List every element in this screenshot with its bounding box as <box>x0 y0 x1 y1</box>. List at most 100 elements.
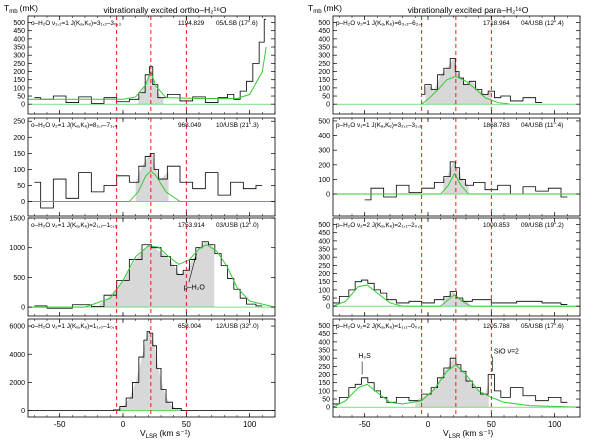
y-tick-label: 300 <box>318 148 330 155</box>
panel-frame <box>27 15 276 115</box>
transition-label: o–H₂O ν₂=1 J(Kₐ,Kₑ)=1₁,₀–1₀,₁ <box>31 323 117 330</box>
line-annotation: H₂S <box>358 353 371 360</box>
y-tick-label: 0 <box>21 305 25 312</box>
emission-fill-area <box>425 58 492 105</box>
line-annotation: p–H₂O <box>184 284 206 291</box>
y-tick-label: 350 <box>318 348 330 355</box>
emission-fill-area <box>116 331 184 411</box>
panel-plot-area <box>28 319 275 417</box>
y-tick-label: 0 <box>326 102 330 109</box>
y-tick-label: 400 <box>318 36 330 43</box>
y-tick-label: 500 <box>318 222 330 229</box>
y-tick-label: 450 <box>318 331 330 338</box>
transition-label: p–H₂O ν₂=2 J(Kₐ,Kₑ)=2₁,₁–2₀,₂ <box>336 222 422 229</box>
y-tick-label: 450 <box>13 28 25 35</box>
receiver-info-label: 03/USB (12″.0) <box>216 222 259 229</box>
y-tick-label: 200 <box>318 162 330 169</box>
y-tick-label: 0 <box>326 304 330 311</box>
y-tick-label: 400 <box>13 36 25 43</box>
y-tick-label: 100 <box>318 287 330 294</box>
frequency-label: 1194.829 <box>178 20 205 27</box>
left-y-unit: Tmb (mK) <box>4 3 38 15</box>
y-tick-label: 150 <box>318 279 330 286</box>
panel-l2: 0 50 100 150 200 250 o–H₂O ν₂=1 J(Kₐ,Kₑ)=8₂,₇–… <box>13 117 276 217</box>
y-tick-label: 300 <box>318 356 330 363</box>
panel-plot-area <box>28 218 275 316</box>
spectrum-line <box>364 161 568 201</box>
frequency-label: 1718.964 <box>483 20 510 27</box>
y-tick-label: 150 <box>318 77 330 84</box>
x-tick-label: -50 <box>359 420 371 429</box>
panel-frame <box>27 318 276 418</box>
fit-curve <box>28 170 275 203</box>
panel-frame <box>332 217 581 317</box>
panel-l3: 0 500 1000 1500 o–H₂O ν₂=1 J(Kₐ,Kₑ)=2₁,₂–1₀,… <box>9 216 276 317</box>
line-annotation: SiO ν=2 <box>494 348 519 355</box>
transition-label: o–H₂O ν₁,₂=1 J(Kₐ,Kₑ)=3₁,₂–3₀,₃ <box>31 20 121 27</box>
emission-fill-area <box>138 66 164 105</box>
fit-curve <box>28 46 267 100</box>
y-tick-label: 100 <box>318 85 330 92</box>
y-tick-label: 150 <box>13 77 25 84</box>
frequency-label: 1000.853 <box>483 222 510 229</box>
y-tick-label: 400 <box>318 133 330 140</box>
y-tick-label: 250 <box>318 364 330 371</box>
y-tick-label: 500 <box>318 20 330 27</box>
spectrum-line <box>34 18 267 104</box>
y-tick-label: 0 <box>326 192 330 199</box>
frequency-label: 658.004 <box>178 323 202 330</box>
y-tick-label: 400 <box>318 238 330 245</box>
receiver-info-label: 12/USB (32″.0) <box>216 323 259 330</box>
receiver-info-label: 05/USB (17″.6) <box>521 323 564 330</box>
svg-text:VLSR(km s⁻¹): VLSR (km s⁻¹) <box>140 428 190 440</box>
y-tick-label: 300 <box>318 53 330 60</box>
fit-curve <box>28 244 275 308</box>
left-x-unit: VLSR (km s⁻¹) <box>140 428 190 440</box>
receiver-info-label: 09/USB (19″.2) <box>521 222 564 229</box>
right-y-unit-sub: mb <box>313 9 322 15</box>
y-tick-label: 350 <box>318 45 330 52</box>
left-x-unit-symbol: V <box>140 428 146 438</box>
spectrum-line <box>28 331 275 412</box>
y-tick-label: 500 <box>318 323 330 330</box>
transition-label: p–H₂O ν₃=1 J(Kₐ,Kₑ)=6₃,₃–6₂,₄ <box>336 20 423 27</box>
left-column-title: vibrationally excited ortho–H₂¹⁶O <box>103 5 226 15</box>
x-tick-label: 100 <box>548 420 562 429</box>
receiver-info-label: 10/USB (21″.3) <box>216 122 259 129</box>
fit-curve <box>333 284 580 307</box>
frequency-label: 1205.788 <box>483 323 510 330</box>
x-tick-label: 50 <box>487 420 496 429</box>
left-x-unit-suffix: (km s⁻¹) <box>159 428 190 438</box>
y-tick-label: 250 <box>318 263 330 270</box>
receiver-info-label: 04/USB (11″.4) <box>521 122 563 129</box>
panel-plot-area <box>333 319 580 417</box>
fit-curve <box>333 172 580 195</box>
svg-text:Tmb(mK): Tmb (mK) <box>308 3 342 15</box>
left-x-unit-sub: LSR <box>146 434 158 440</box>
y-tick-label: 4000 <box>9 352 25 359</box>
y-tick-label: 150 <box>318 380 330 387</box>
panel-frame <box>27 217 276 317</box>
transition-label: p–H₂O ν₁=1 J(Kₐ,Kₑ)=3₂,₂–3₁,₃ <box>336 122 422 129</box>
y-tick-label: 450 <box>318 230 330 237</box>
frequency-label: 1868.783 <box>483 122 510 129</box>
panel-frame <box>332 15 581 115</box>
y-tick-label: 100 <box>13 167 25 174</box>
right-x-unit-symbol: V <box>443 428 449 438</box>
y-tick-label: 50 <box>17 183 25 190</box>
receiver-info-label: 04/USB (12″.4) <box>521 20 564 27</box>
y-tick-label: 200 <box>13 69 25 76</box>
y-tick-label: 200 <box>318 271 330 278</box>
panel-plot-area <box>333 218 580 316</box>
svg-text:VLSR(km s⁻¹): VLSR (km s⁻¹) <box>443 428 493 440</box>
left-y-unit-sub: mb <box>9 9 18 15</box>
emission-fill-area <box>91 241 215 308</box>
transition-label: o–H₂O ν₂=1 J(Kₐ,Kₑ)=8₂,₇–7₃,₄ <box>31 122 117 129</box>
y-tick-label: 200 <box>13 135 25 142</box>
y-tick-label: 0 <box>326 405 330 412</box>
panel-plot-area <box>28 16 275 114</box>
panel-plot-area <box>333 16 580 114</box>
x-tick-label: 50 <box>182 420 191 429</box>
